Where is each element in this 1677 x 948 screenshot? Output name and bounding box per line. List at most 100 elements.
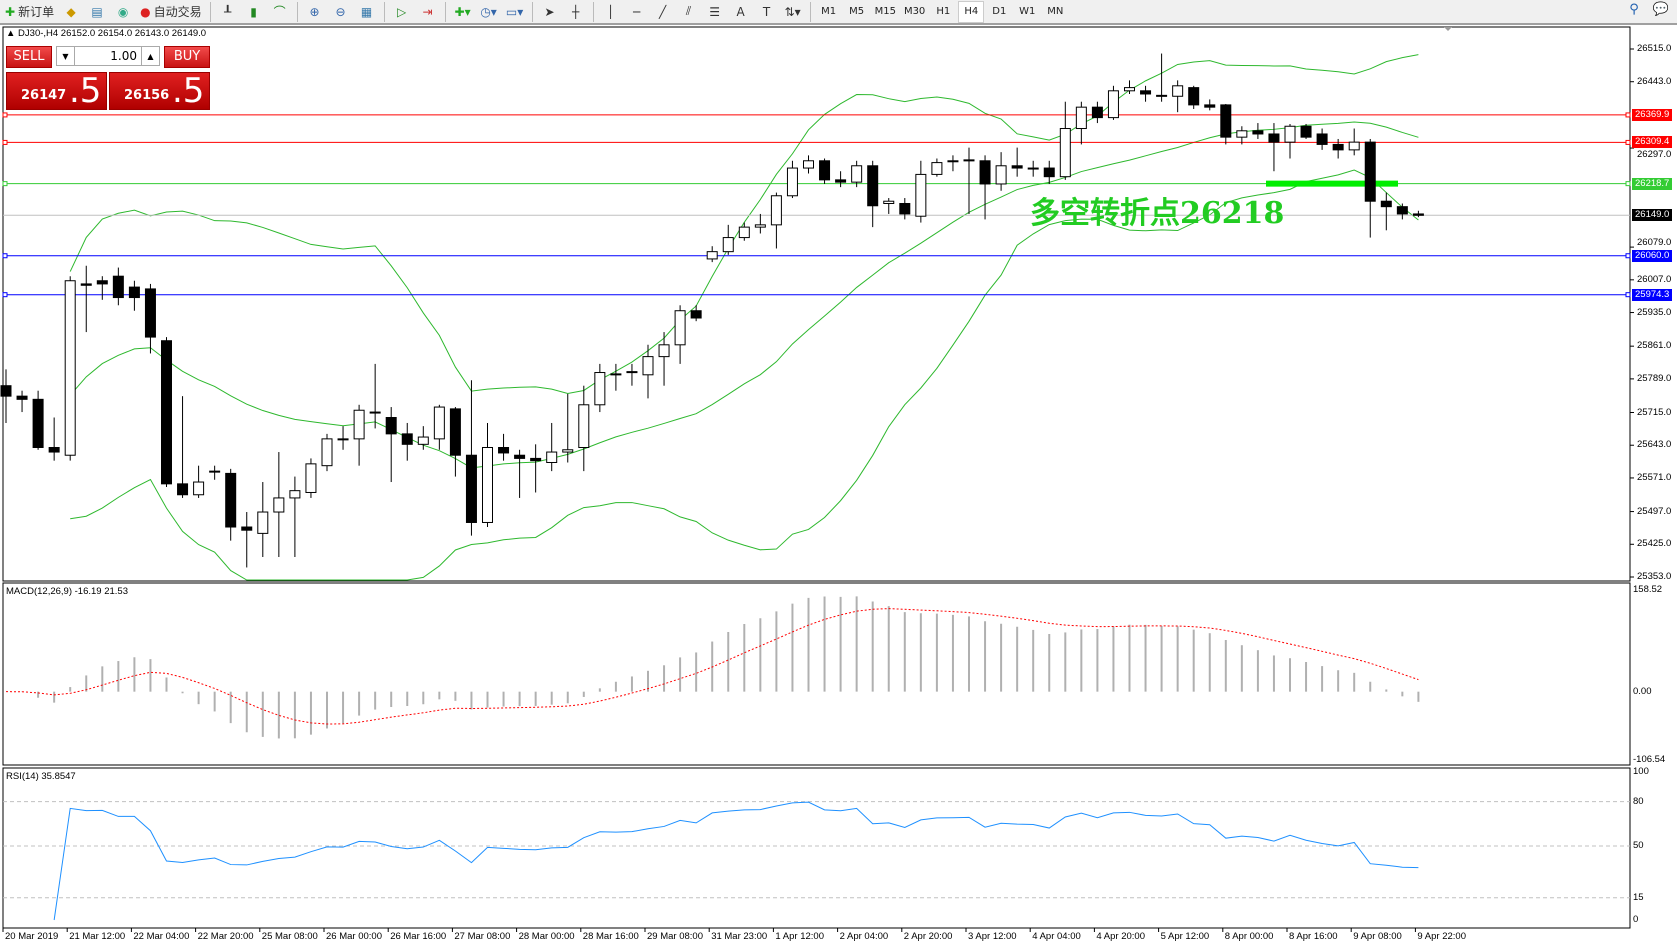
zoom-in-icon[interactable]: ⊕ bbox=[309, 4, 320, 19]
chart-ohlc-header: DJ30-,H4 26152.0 26154.0 26143.0 26149.0 bbox=[18, 28, 207, 39]
bullish-candle bbox=[433, 406, 445, 440]
timeframe-m5[interactable]: M5 bbox=[849, 6, 865, 17]
level-handle bbox=[1625, 139, 1631, 145]
rsi-tick-label: 15 bbox=[1633, 891, 1644, 903]
bullish-candle bbox=[257, 511, 269, 534]
cursor-icon[interactable]: ➤ bbox=[544, 4, 555, 19]
search-icon[interactable]: ⚲ bbox=[1629, 2, 1639, 17]
bullish-candle bbox=[562, 449, 574, 453]
divider bbox=[209, 1, 211, 22]
level-handle bbox=[2, 139, 8, 145]
price-tick-label: 25353.0 bbox=[1637, 571, 1672, 582]
timeframe-m15[interactable]: M15 bbox=[874, 6, 896, 17]
time-axis-label: 4 Apr 20:00 bbox=[1096, 931, 1145, 942]
bullish-candle bbox=[803, 160, 814, 169]
bearish-candle bbox=[1220, 104, 1232, 138]
bar-chart-icon[interactable]: ┸ bbox=[223, 4, 232, 19]
macd-tick-label: 158.52 bbox=[1633, 584, 1663, 595]
bearish-candle bbox=[128, 286, 140, 299]
bullish-candle bbox=[546, 451, 558, 463]
bearish-candle bbox=[80, 283, 92, 286]
lot-size-input[interactable]: 1.00 bbox=[110, 49, 137, 63]
arrows-icon[interactable]: ⇅▾ bbox=[784, 4, 801, 19]
level-handle bbox=[1625, 112, 1631, 118]
line-chart-icon[interactable]: ⌒ bbox=[273, 5, 286, 19]
timeframe-m30[interactable]: M30 bbox=[903, 6, 926, 17]
trendline-icon[interactable]: ╱ bbox=[658, 4, 667, 19]
text-label-icon[interactable]: T bbox=[762, 4, 771, 19]
toolbar: ✚ 新订单 ◆ ▤ ◉ ● 自动交易 ┸ ▮ ⌒ ⊕ ⊖ ▦ ▷ ⇥ ✚▾ ◷▾ ▭… bbox=[0, 0, 1677, 25]
timeframe-w1[interactable]: W1 bbox=[1019, 6, 1036, 17]
lot-increase-icon[interactable]: ▲ bbox=[141, 47, 159, 65]
new-order-button[interactable]: ✚ 新订单 bbox=[5, 4, 55, 20]
level-handle bbox=[2, 253, 8, 259]
templates-icon[interactable]: ▭▾ bbox=[505, 4, 524, 19]
chart-shift-icon[interactable]: ⇥ bbox=[422, 4, 433, 19]
time-axis-label: 31 Mar 23:00 bbox=[711, 931, 768, 942]
bullish-candle bbox=[1236, 130, 1248, 138]
bullish-candle bbox=[417, 436, 429, 445]
divider bbox=[444, 1, 446, 22]
price-tick-label: 25935.0 bbox=[1637, 306, 1672, 318]
zoom-out-icon[interactable]: ⊖ bbox=[335, 4, 346, 19]
price-tick-label: 26007.0 bbox=[1637, 273, 1672, 285]
chart-area[interactable] bbox=[0, 26, 1677, 948]
rsi-label: RSI(14) 35.8547 bbox=[6, 771, 76, 782]
buy-button[interactable]: BUY bbox=[164, 46, 210, 68]
lot-size-stepper[interactable]: ▼ 1.00 ▲ bbox=[56, 46, 160, 66]
bearish-candle bbox=[337, 438, 349, 441]
bearish-candle bbox=[835, 179, 847, 183]
navigator-icon[interactable]: ▤ bbox=[91, 4, 103, 19]
toolbar-right: ⚲ 💬 bbox=[1629, 2, 1669, 17]
level-handle bbox=[2, 181, 8, 187]
time-axis-label: 9 Apr 22:00 bbox=[1417, 931, 1466, 942]
bearish-candle bbox=[819, 160, 831, 181]
timeframe-mn[interactable]: MN bbox=[1047, 6, 1064, 17]
bearish-candle bbox=[177, 483, 189, 496]
buy-price-button[interactable]: 26156.5 bbox=[109, 71, 210, 111]
vertical-line-icon[interactable]: │ bbox=[606, 4, 615, 19]
bullish-candle bbox=[786, 167, 798, 197]
time-axis-label: 25 Mar 08:00 bbox=[261, 931, 318, 942]
bullish-candle bbox=[1059, 128, 1071, 178]
fibonacci-icon[interactable]: ☰ bbox=[709, 4, 720, 19]
lot-decrease-icon[interactable]: ▼ bbox=[57, 47, 75, 65]
level-handle bbox=[1625, 292, 1631, 298]
market-watch-icon[interactable]: ◆ bbox=[66, 4, 76, 19]
chat-icon[interactable]: 💬 bbox=[1652, 2, 1669, 17]
bearish-candle bbox=[1011, 165, 1023, 169]
timeframe-h4[interactable]: H4 bbox=[958, 0, 985, 23]
candlestick-chart-icon[interactable]: ▮ bbox=[250, 4, 257, 19]
auto-scroll-icon[interactable]: ▷ bbox=[396, 4, 407, 19]
divider bbox=[296, 1, 298, 22]
tile-windows-icon[interactable]: ▦ bbox=[360, 4, 373, 19]
sell-price-button[interactable]: 26147.5 bbox=[6, 71, 107, 111]
indicators-menu-icon[interactable]: ✚▾ bbox=[454, 4, 471, 19]
price-level-label: 25974.3 bbox=[1632, 288, 1673, 301]
time-axis-label: 8 Apr 16:00 bbox=[1289, 931, 1338, 942]
auto-trading-button[interactable]: ● 自动交易 bbox=[140, 4, 202, 20]
periods-clock-icon[interactable]: ◷▾ bbox=[480, 4, 497, 19]
macd-label: MACD(12,26,9) -16.19 21.53 bbox=[6, 586, 128, 597]
signals-icon[interactable]: ◉ bbox=[117, 4, 129, 19]
timeframe-m1[interactable]: M1 bbox=[821, 6, 837, 17]
sell-button[interactable]: SELL bbox=[6, 46, 52, 68]
bullish-candle bbox=[1124, 87, 1135, 92]
bearish-candle bbox=[449, 408, 461, 456]
level-handle bbox=[2, 292, 8, 298]
bullish-candle bbox=[626, 371, 638, 374]
chart-annotation[interactable]: 多空转折点26218 bbox=[1030, 196, 1285, 231]
crosshair-icon[interactable]: ┼ bbox=[571, 4, 580, 19]
bullish-candle bbox=[1284, 125, 1296, 143]
bearish-candle bbox=[209, 470, 221, 473]
timeframe-h1[interactable]: H1 bbox=[936, 6, 951, 17]
text-icon[interactable]: A bbox=[736, 4, 745, 19]
equidistant-channel-icon[interactable]: ⫽ bbox=[685, 4, 692, 18]
time-axis-label: 22 Mar 20:00 bbox=[197, 931, 254, 942]
bollinger-upper-band bbox=[69, 54, 1419, 394]
bullish-candle bbox=[851, 165, 863, 183]
bearish-candle bbox=[0, 385, 12, 397]
timeframe-d1[interactable]: D1 bbox=[992, 6, 1007, 17]
bullish-candle bbox=[754, 224, 766, 228]
horizontal-line-icon[interactable]: ─ bbox=[632, 4, 641, 19]
